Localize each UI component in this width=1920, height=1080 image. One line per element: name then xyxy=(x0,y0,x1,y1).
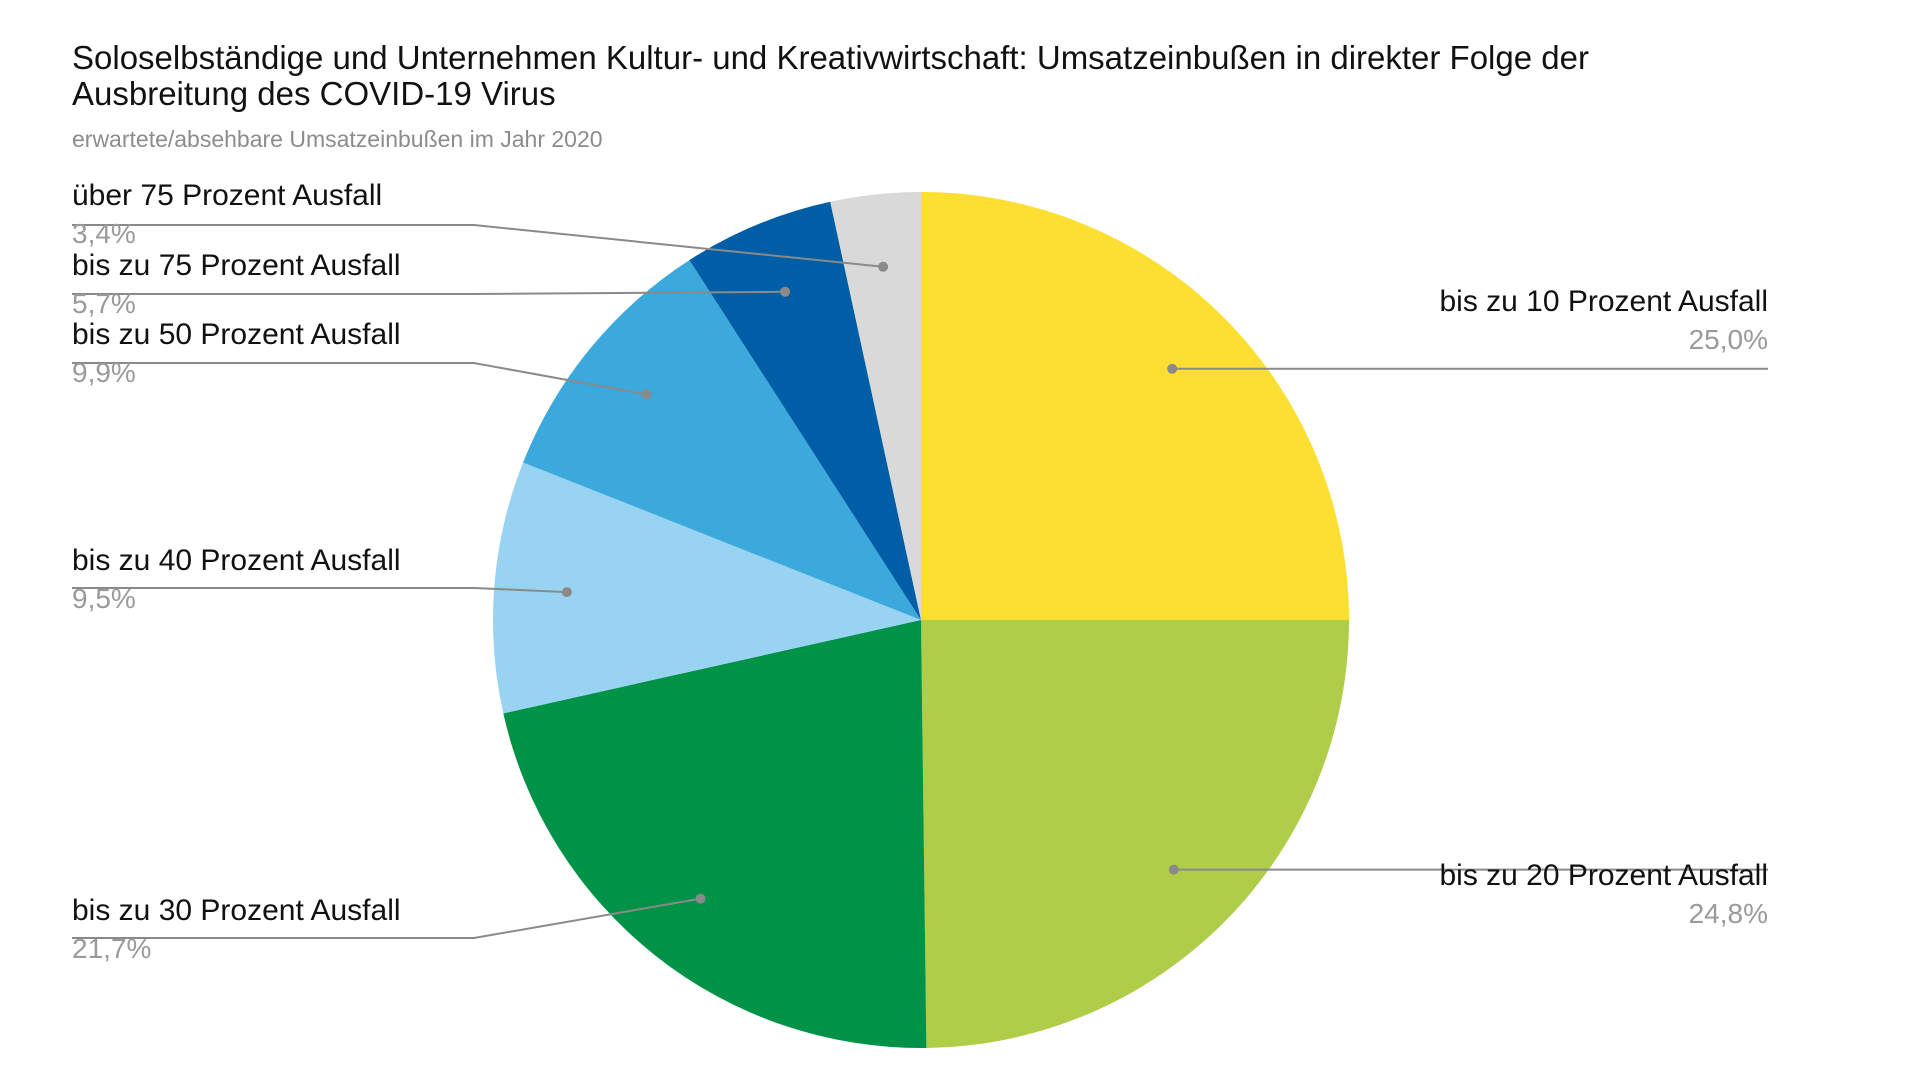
pie-slice xyxy=(689,201,921,621)
pie-slice xyxy=(921,192,1349,620)
chart-subtitle: erwartete/absehbare Umsatzeinbußen im Ja… xyxy=(72,126,603,152)
slice-value-label: 9,5% xyxy=(72,583,136,614)
pie-slice xyxy=(523,260,921,620)
leader-dot xyxy=(641,389,652,400)
slice-labels: bis zu 10 Prozent Ausfall 25,0% bis zu 20 … xyxy=(72,179,1768,964)
leader-line xyxy=(72,290,786,295)
leader-line xyxy=(72,362,647,396)
chart-title: Soloselbständige und Unternehmen Kultur-… xyxy=(72,39,1589,112)
slice-label: über 75 Prozent Ausfall xyxy=(72,179,382,212)
pie-slice xyxy=(493,462,921,714)
leader-dot xyxy=(561,587,572,598)
leader-dot xyxy=(1167,363,1178,374)
pie-slice xyxy=(830,192,921,620)
leader-line xyxy=(72,224,884,268)
slice-value-label: 21,7% xyxy=(72,933,151,964)
slice-value-label: 25,0% xyxy=(1689,324,1768,355)
slice-label: bis zu 40 Prozent Ausfall xyxy=(72,544,401,577)
leader-dot xyxy=(780,286,791,297)
leader-line xyxy=(72,587,567,594)
leader-dot xyxy=(878,261,889,272)
leader-dot xyxy=(1168,864,1179,875)
slice-label: bis zu 75 Prozent Ausfall xyxy=(72,249,401,282)
slice-label: bis zu 20 Prozent Ausfall xyxy=(1439,859,1768,892)
slice-value-label: 9,9% xyxy=(72,357,136,388)
slice-value-label: 5,7% xyxy=(72,288,136,319)
pie-slice xyxy=(503,620,927,1049)
leader-dot xyxy=(695,893,706,904)
leader-lines xyxy=(72,224,1768,939)
slice-value-label: 3,4% xyxy=(72,218,136,249)
leader-line xyxy=(72,897,701,939)
slice-value-label: 24,8% xyxy=(1689,898,1768,929)
slice-label: bis zu 10 Prozent Ausfall xyxy=(1439,285,1768,318)
pie-slices xyxy=(493,192,1349,1049)
slice-label: bis zu 30 Prozent Ausfall xyxy=(72,894,401,927)
slice-label: bis zu 50 Prozent Ausfall xyxy=(72,318,401,351)
pie-slice xyxy=(921,620,1349,1048)
